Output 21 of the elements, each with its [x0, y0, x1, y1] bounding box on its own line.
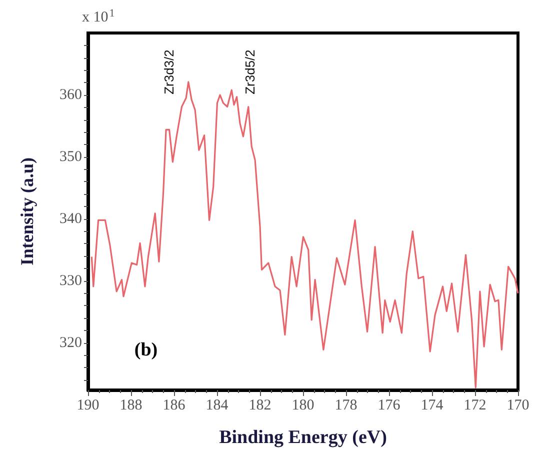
- annotation: (b): [134, 340, 158, 360]
- x-tick-label: 178: [334, 398, 358, 414]
- y-axis-title: Intensity (a.u): [17, 157, 37, 266]
- x-tick-label: 180: [292, 398, 314, 414]
- y-tick-label: 320: [60, 334, 82, 351]
- x-tick-label: 190: [76, 398, 100, 414]
- x-tick-label: 174: [420, 398, 444, 414]
- y-tick-label: 330: [60, 272, 82, 289]
- x-tick-label: 176: [378, 398, 401, 414]
- x-tick-label: 170: [506, 398, 530, 414]
- x-axis-title: Binding Energy (eV): [219, 427, 387, 448]
- x-tick-label: 182: [248, 398, 272, 414]
- x-tick-label: 172: [464, 398, 486, 414]
- y-tick-label: 360: [60, 86, 82, 103]
- y-tick-label: 340: [60, 210, 82, 227]
- annotation: Zr3d5/2: [242, 50, 258, 94]
- x-tick-label: 186: [162, 398, 186, 414]
- annotation: Zr3d3/2: [162, 50, 176, 94]
- x-tick-label: 188: [120, 398, 142, 414]
- y-tick-label: 350: [60, 148, 82, 165]
- x-tick-label: 184: [206, 398, 229, 414]
